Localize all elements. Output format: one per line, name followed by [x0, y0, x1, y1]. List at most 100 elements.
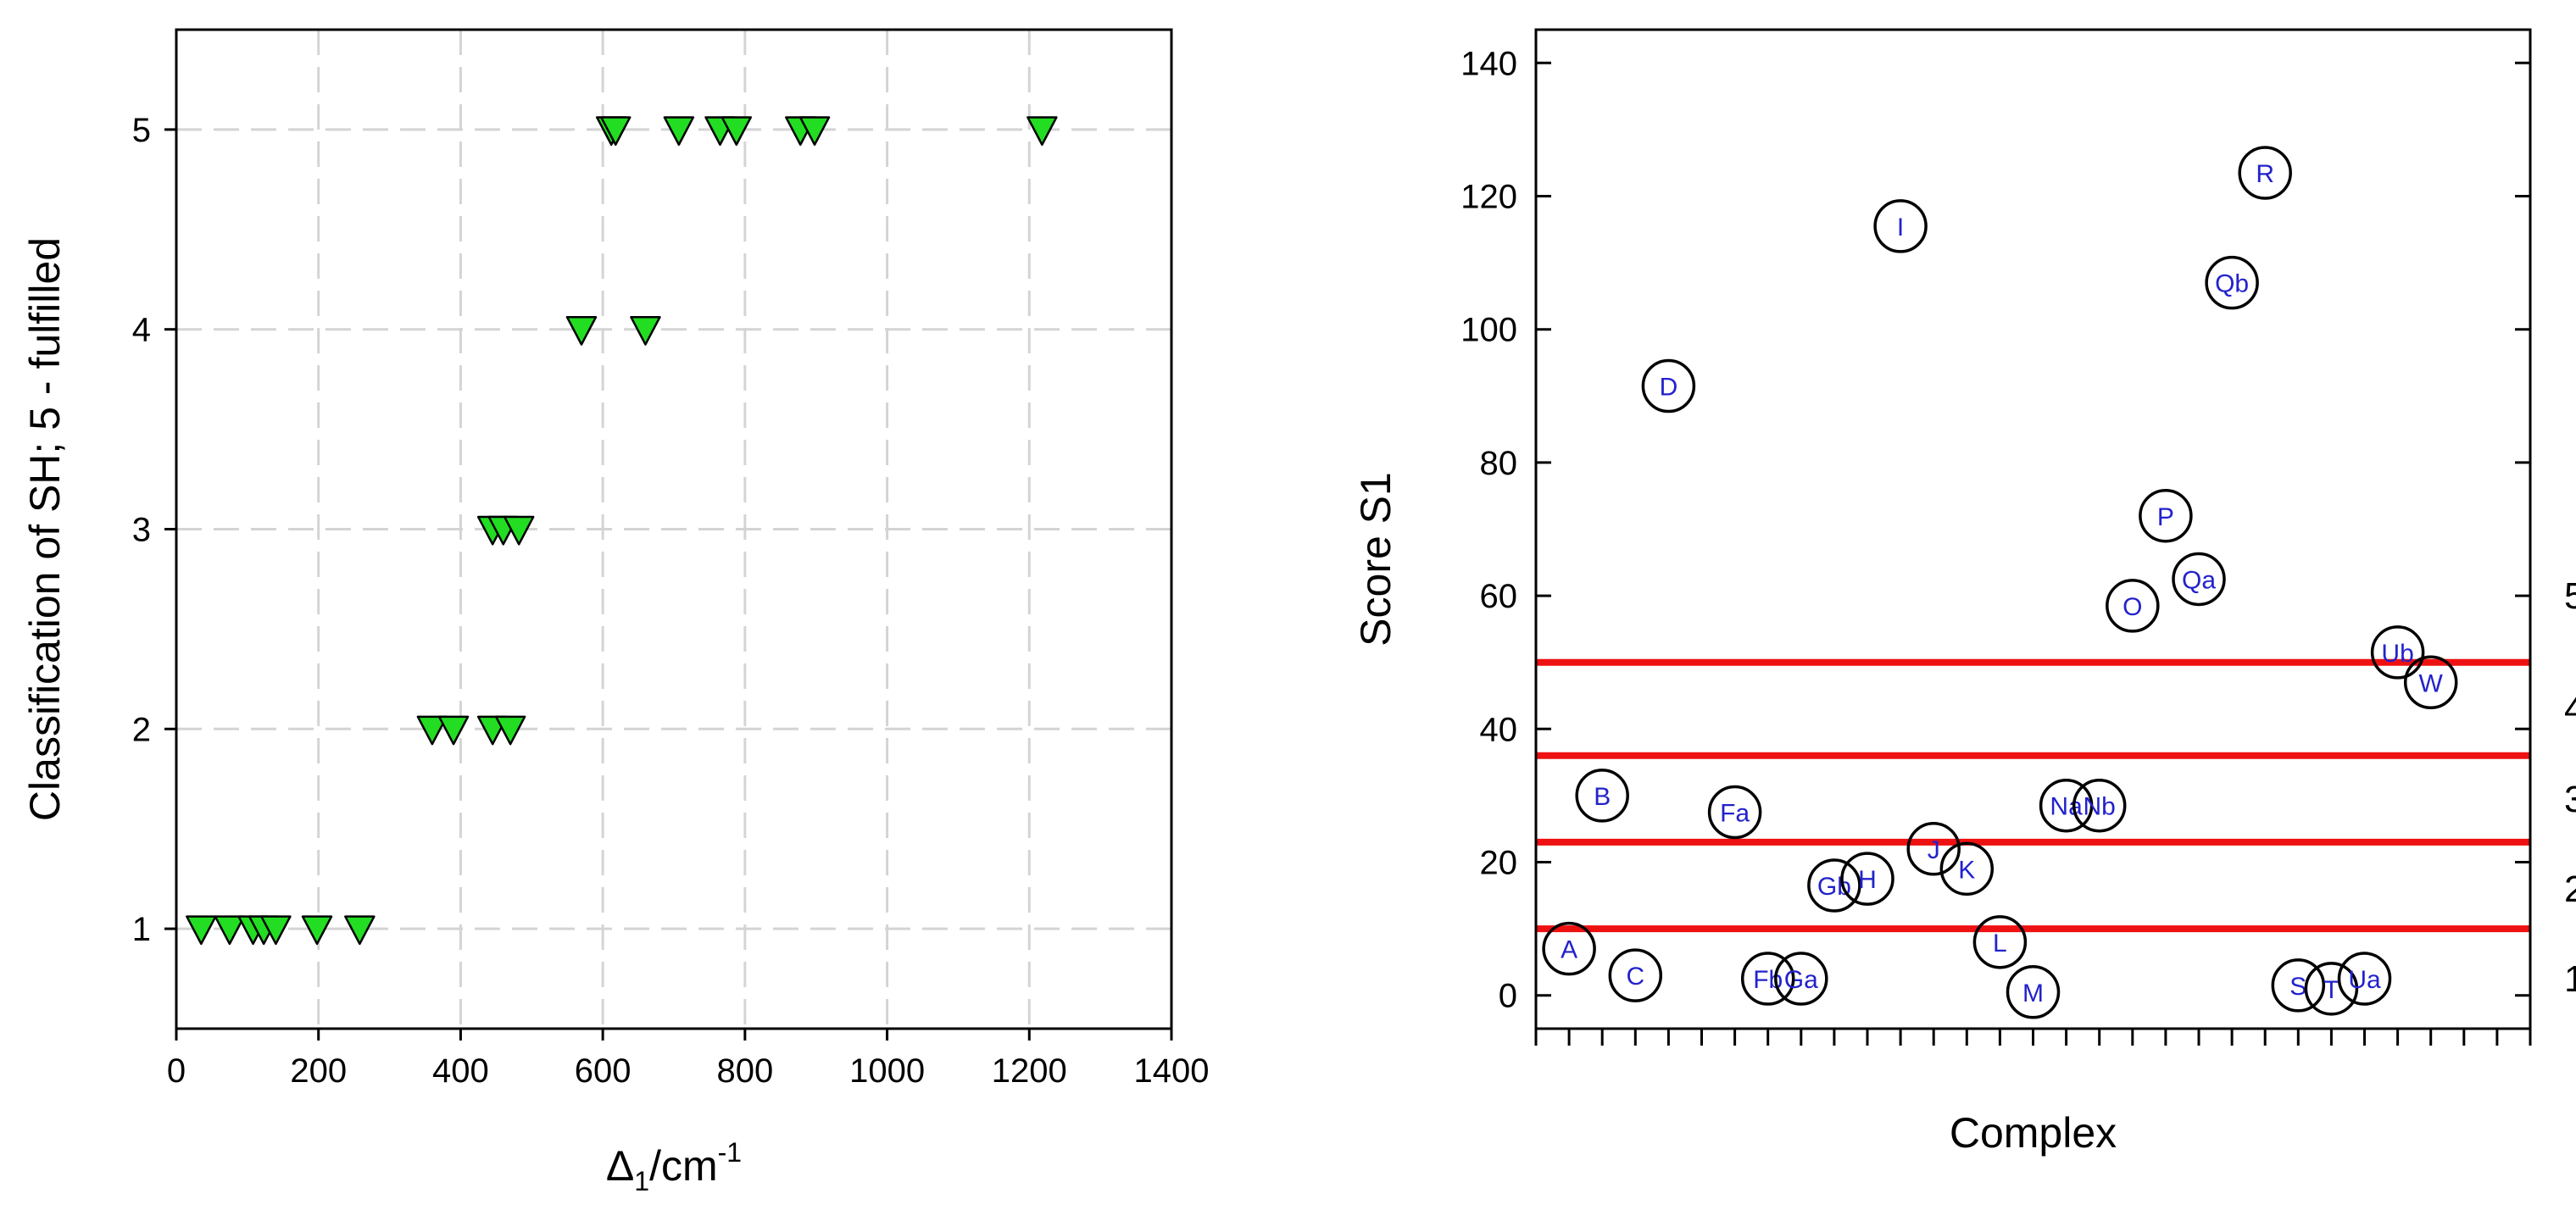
chart2-data-point: [2238, 146, 2292, 200]
chart2-point-label: K: [1958, 856, 1975, 884]
chart1-data-point: [663, 116, 695, 146]
chart2-data-point: [2106, 579, 2160, 633]
chart1-data-point: [630, 316, 661, 346]
chart2-data-point: [1641, 358, 1696, 413]
chart2-point-label: Nb: [2084, 793, 2116, 821]
chart2-point-label: A: [1561, 936, 1577, 964]
chart1-x-tick-label: 1200: [992, 1052, 1067, 1090]
chart2-point-label: T: [2323, 976, 2339, 1004]
chart2-y-tick-label: 0: [1499, 978, 1517, 1015]
chart1-data-point: [1027, 116, 1058, 146]
chart1-y-tick-label: 4: [132, 312, 151, 349]
chart2-data-point: [2006, 965, 2061, 1019]
chart2-data-point: [1807, 858, 1861, 913]
chart2-point-label: Ua: [2348, 966, 2381, 994]
chart2-y-tick-label: 80: [1480, 445, 1518, 482]
chart1-x-axis-title: Δ1/cm-1: [606, 1137, 742, 1196]
chart2-data-point: [2172, 552, 2226, 607]
chart2-data-point: [2403, 655, 2458, 710]
chart1-plot-frame: [175, 28, 1173, 1030]
classification-chart: 0 200 400 600 800 1000 1200 1400 1 2 3 4 5 Classific…: [21, 28, 1210, 1196]
chart2-point-label: L: [1993, 930, 2007, 957]
chart2-class-label: 2: [2564, 869, 2576, 910]
chart1-y-axis-title: Classification of SH; 5 - fulfilled: [21, 237, 69, 821]
chart1-x-tick-label: 200: [290, 1052, 347, 1090]
chart2-class-label: 1: [2564, 958, 2576, 1000]
chart2-data-point: [1608, 948, 1663, 1002]
chart2-y-tick-label: 60: [1480, 578, 1518, 615]
chart2-point-label: B: [1594, 783, 1611, 811]
chart1-data-point: [503, 515, 535, 546]
chart1-points: [186, 116, 1058, 946]
chart2-point-label: O: [2123, 593, 2142, 621]
chart2-data-point: [2205, 255, 2259, 310]
chart2-data-point: [1740, 952, 1795, 1006]
chart1-data-point: [565, 316, 598, 346]
chart2-point-label: M: [2022, 980, 2044, 1007]
chart2-class-label: 4: [2564, 689, 2576, 730]
chart1-data-point: [437, 715, 470, 746]
chart2-point-label: Qa: [2182, 566, 2216, 594]
chart2-point-label: I: [1897, 214, 1904, 241]
chart2-data-point: [2370, 625, 2425, 680]
chart2-class-label: 3: [2564, 779, 2576, 820]
chart2-data-point: [1906, 822, 1961, 876]
chart1-y-tick-label: 3: [132, 512, 151, 549]
chart1-x-axis-superscript: -1: [718, 1137, 742, 1168]
chart2-point-label: W: [2419, 669, 2444, 697]
chart2-data-point: [1840, 852, 1894, 906]
chart2-y-tick-label: 120: [1460, 179, 1517, 216]
chart2-point-label: J: [1928, 836, 1940, 864]
chart2-point-label: R: [2256, 160, 2274, 188]
chart1-x-axis-subscript: 1: [634, 1166, 649, 1196]
chart1-x-tick-label: 1000: [849, 1052, 925, 1090]
chart2-y-tick-label: 100: [1460, 312, 1517, 349]
chart1-x-axis-unit: /cm: [649, 1142, 718, 1190]
chart2-class-labels: 1 2 3 4 5: [2564, 575, 2576, 1000]
chart1-data-point: [798, 116, 831, 146]
chart2-point-label: Ub: [2381, 640, 2413, 668]
chart2-data-point: [2304, 962, 2359, 1016]
chart1-y-tick-label: 2: [132, 711, 151, 748]
chart1-x-tick-label: 400: [432, 1052, 489, 1090]
chart2-data-point: [1774, 952, 1828, 1006]
chart2-data-point: [1873, 199, 1928, 253]
chart2-data-point: [2271, 958, 2326, 1013]
chart1-x-axis-symbol: Δ: [606, 1142, 634, 1190]
chart2-point-label: C: [1626, 963, 1644, 991]
chart1-grid: [176, 30, 1171, 1029]
chart1-x-tick-label: 800: [716, 1052, 773, 1090]
chart1-data-point: [494, 715, 526, 746]
chart2-data-point: [2337, 952, 2392, 1006]
chart2-data-point: [1707, 785, 1762, 840]
chart1-y-tick-label: 1: [132, 911, 151, 948]
chart2-class-label: 5: [2564, 575, 2576, 617]
chart2-data-point: [2039, 778, 2094, 833]
chart2-y-tick-label: 20: [1480, 845, 1518, 882]
chart1-data-point: [260, 915, 292, 946]
chart1-y-tick-label: 5: [132, 112, 151, 149]
chart2-point-label: Ga: [1784, 966, 1818, 994]
chart2-data-point: [1542, 921, 1596, 976]
chart2-point-label: Qb: [2215, 270, 2249, 298]
chart1-data-point: [416, 715, 448, 746]
chart1-data-point: [186, 915, 217, 946]
chart1-data-point: [214, 915, 246, 946]
chart2-x-axis-title: Complex: [1950, 1109, 2117, 1157]
chart2-data-point: [1939, 841, 1995, 896]
chart2-data-point: [1972, 915, 2028, 969]
chart2-data-point: [2072, 778, 2127, 833]
chart2-threshold-lines: [1536, 658, 2530, 933]
chart2-point-label: S: [2289, 973, 2306, 1001]
chart2-y-axis-title: Score S1: [1352, 472, 1399, 647]
chart1-x-tick-label: 1400: [1134, 1052, 1210, 1090]
chart2-plot-frame: [1534, 28, 2532, 1030]
chart1-x-tick-label: 600: [575, 1052, 631, 1090]
chart2-point-label: D: [1660, 374, 1678, 402]
chart1-data-point: [721, 116, 753, 146]
chart2-point-label: Fa: [1720, 800, 1750, 828]
chart1-data-point: [344, 915, 376, 946]
